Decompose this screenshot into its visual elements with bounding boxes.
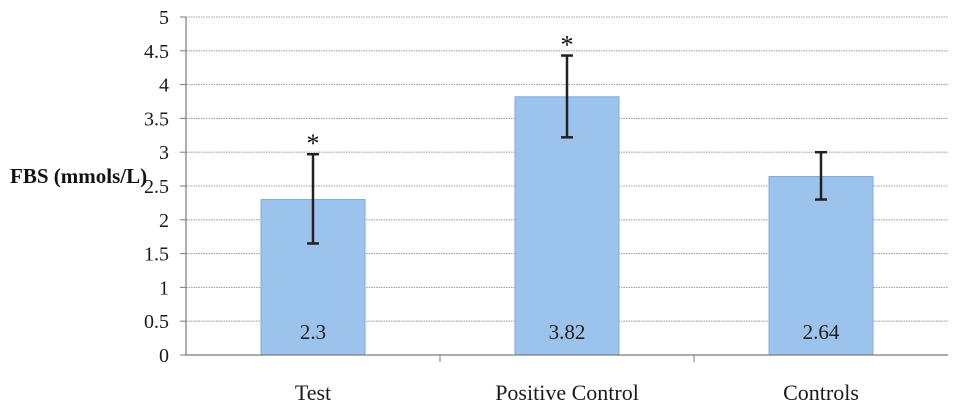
y-tick-label: 4 <box>159 75 169 97</box>
y-tick-label: 2.5 <box>144 176 169 198</box>
y-tick-label: 0 <box>159 345 169 367</box>
y-tick-labels: 0 0.5 1 1.5 2 2.5 3 3.5 4 4.5 5 <box>144 7 169 367</box>
x-category-labels: Test Positive Control Controls <box>295 380 859 405</box>
bars <box>260 96 874 356</box>
data-label: 2.64 <box>803 320 840 344</box>
y-axis-label: FBS (mmols/L) <box>10 164 147 188</box>
x-category-label: Positive Control <box>495 380 639 405</box>
y-tick-label: 5 <box>159 7 169 29</box>
significance-star: * <box>307 129 320 158</box>
significance-markers: ** <box>307 31 574 159</box>
x-category-label: Test <box>295 380 331 405</box>
error-bars <box>307 54 827 245</box>
y-tick-label: 4.5 <box>144 41 169 63</box>
axes <box>180 16 948 362</box>
y-tick-label: 0.5 <box>144 311 169 333</box>
x-category-label: Controls <box>783 380 859 405</box>
significance-star: * <box>561 31 574 60</box>
bar <box>514 96 620 356</box>
data-labels: 2.3 3.82 2.64 <box>300 320 840 344</box>
bar <box>768 176 874 356</box>
y-tick-label: 3 <box>159 142 169 164</box>
y-tick-label: 1.5 <box>144 244 169 266</box>
data-label: 2.3 <box>300 320 326 344</box>
y-tick-label: 1 <box>159 277 169 299</box>
y-tick-label: 3.5 <box>144 108 169 130</box>
y-tick-label: 2 <box>159 210 169 232</box>
data-label: 3.82 <box>549 320 586 344</box>
